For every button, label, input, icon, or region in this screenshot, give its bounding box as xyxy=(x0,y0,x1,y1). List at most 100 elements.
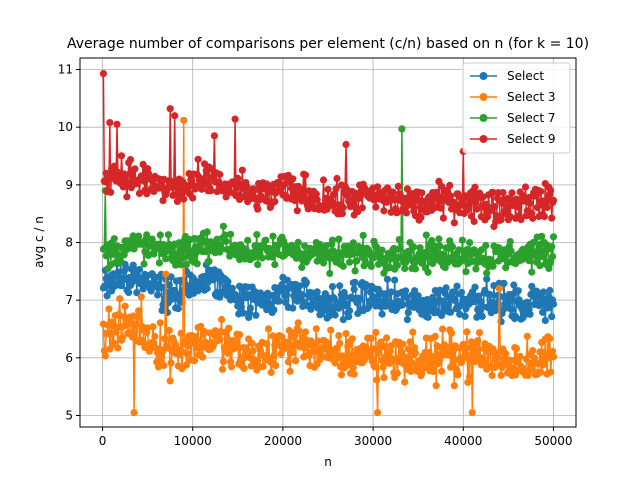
data-point xyxy=(450,382,458,390)
data-point xyxy=(203,228,211,236)
data-point xyxy=(373,376,381,384)
data-point xyxy=(402,358,411,366)
data-point xyxy=(167,359,175,367)
data-point xyxy=(404,309,412,317)
data-point xyxy=(240,364,248,372)
data-point xyxy=(437,204,445,212)
data-point xyxy=(271,198,279,206)
data-point xyxy=(140,177,148,185)
x-tick-label: 0 xyxy=(99,434,107,448)
data-point xyxy=(257,192,265,200)
data-point xyxy=(361,256,369,264)
data-point xyxy=(442,284,450,292)
y-tick-label: 7 xyxy=(65,293,73,307)
data-point xyxy=(324,185,332,193)
data-point xyxy=(408,359,416,367)
data-point xyxy=(414,292,422,300)
data-point xyxy=(137,293,145,301)
data-point xyxy=(436,242,444,250)
data-point xyxy=(286,367,294,375)
data-point xyxy=(380,207,388,215)
data-point xyxy=(135,189,144,197)
data-point xyxy=(237,303,245,311)
data-point xyxy=(252,311,260,319)
data-point xyxy=(125,288,133,296)
data-point xyxy=(367,334,375,342)
y-tick-label: 8 xyxy=(65,236,73,250)
data-point xyxy=(184,342,192,350)
data-point xyxy=(213,235,221,243)
data-point xyxy=(203,284,211,293)
data-point xyxy=(224,278,232,286)
data-point xyxy=(113,120,121,128)
data-point xyxy=(378,246,386,254)
data-point xyxy=(117,152,126,160)
data-point xyxy=(500,279,508,287)
data-point xyxy=(180,116,188,124)
data-point xyxy=(280,181,288,189)
data-point xyxy=(105,305,113,313)
data-point xyxy=(471,183,479,191)
data-point xyxy=(227,363,236,371)
data-point xyxy=(343,300,351,308)
data-point xyxy=(483,275,491,283)
data-point xyxy=(395,236,403,244)
data-point xyxy=(549,252,557,261)
data-point xyxy=(313,196,321,204)
data-point xyxy=(350,370,358,378)
series-select-3 xyxy=(99,116,558,417)
legend-label: Select 9 xyxy=(507,132,555,146)
data-point xyxy=(162,270,170,278)
data-point xyxy=(510,365,518,373)
data-point xyxy=(312,325,320,333)
data-point xyxy=(478,312,486,320)
y-tick-label: 9 xyxy=(65,178,73,192)
data-point xyxy=(139,160,147,168)
data-point xyxy=(216,336,224,344)
data-point xyxy=(470,217,478,226)
data-point xyxy=(411,265,420,273)
data-point xyxy=(488,371,496,380)
data-point xyxy=(374,409,382,417)
data-point xyxy=(155,259,163,267)
data-point xyxy=(110,162,118,170)
data-point xyxy=(200,328,209,336)
data-point xyxy=(365,303,373,311)
data-point xyxy=(120,251,128,259)
data-point xyxy=(270,306,278,314)
data-point xyxy=(473,205,481,213)
data-point xyxy=(511,313,520,321)
data-point xyxy=(525,193,533,202)
data-point xyxy=(393,369,401,377)
data-point xyxy=(109,339,117,347)
data-point xyxy=(549,347,557,355)
data-point xyxy=(548,313,556,321)
data-point xyxy=(263,340,271,348)
data-point xyxy=(409,328,417,336)
data-point xyxy=(99,70,107,78)
data-point xyxy=(466,373,474,381)
data-point xyxy=(289,349,297,357)
data-point xyxy=(209,276,218,284)
series-select-7 xyxy=(99,125,558,278)
y-tick-label: 6 xyxy=(65,351,73,365)
data-point xyxy=(516,352,524,360)
data-point xyxy=(530,238,538,246)
data-point xyxy=(254,205,262,213)
data-point xyxy=(264,325,273,333)
data-point xyxy=(177,329,185,337)
data-point xyxy=(103,292,111,300)
data-point xyxy=(536,262,544,270)
data-point xyxy=(388,255,396,263)
data-point xyxy=(549,353,558,361)
data-point xyxy=(218,245,226,253)
data-point xyxy=(193,337,201,345)
data-point xyxy=(346,258,354,266)
data-point xyxy=(171,112,179,120)
data-point xyxy=(291,332,299,340)
data-point xyxy=(335,332,343,340)
data-point xyxy=(379,363,387,371)
data-point xyxy=(164,231,172,239)
data-point xyxy=(380,374,388,382)
legend-frame xyxy=(462,62,571,154)
